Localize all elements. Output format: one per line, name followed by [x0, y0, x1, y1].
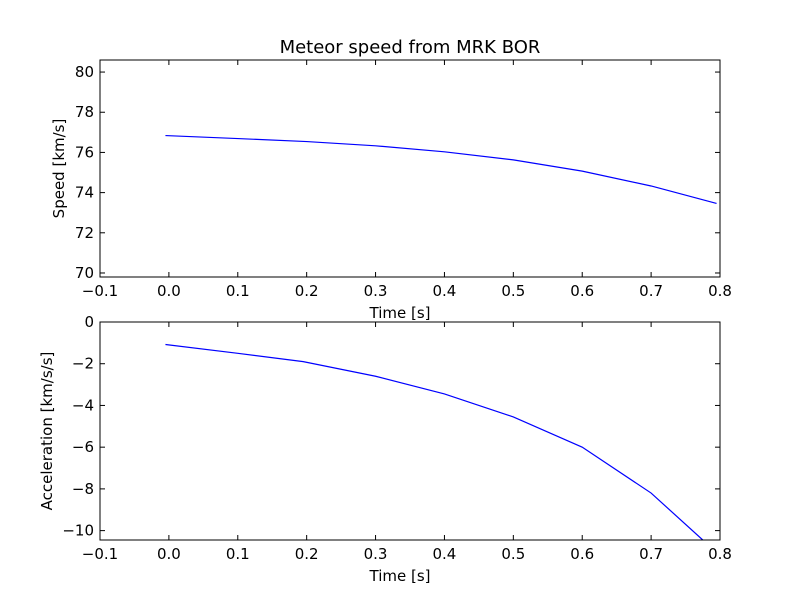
- acceleration-xtick-label: 0.7: [639, 545, 663, 563]
- speed-ytick-label: 78: [75, 103, 94, 121]
- speed-ytick-label: 70: [75, 264, 94, 282]
- acceleration-ytick-label: −8: [72, 480, 94, 498]
- acceleration-xtick-label: 0.8: [708, 545, 732, 563]
- speed-ytick-label: 72: [75, 224, 94, 242]
- speed-subplot: −0.1 0.0 0.1 0.2 0.3 0.4 0.5 0.6 0.7 0.8 70 72 74 76 7…: [50, 59, 732, 322]
- chart-title: Meteor speed from MRK BOR: [280, 37, 541, 58]
- acceleration-ytick-label: 0: [84, 313, 94, 331]
- speed-x-axis-label: Time [s]: [369, 304, 431, 322]
- acceleration-xtick-label: 0.2: [295, 545, 319, 563]
- acceleration-ytick-label: −4: [72, 396, 94, 414]
- acceleration-x-axis-label: Time [s]: [369, 567, 431, 585]
- acceleration-xtick-label: 0.6: [570, 545, 594, 563]
- speed-xtick-label: 0.4: [433, 282, 457, 300]
- acceleration-xtick-label: 0.4: [433, 545, 457, 563]
- speed-series-line: [165, 134, 717, 205]
- speed-ytick-label: 74: [75, 184, 94, 202]
- acceleration-ytick-label: −6: [72, 438, 94, 456]
- acceleration-axes-frame: [99, 321, 721, 541]
- acceleration-subplot: −0.1 0.0 0.1 0.2 0.3 0.4 0.5 0.6 0.7 0.8 0 −2 −4 −6 −8…: [38, 313, 732, 585]
- speed-ytick-label: 80: [75, 63, 94, 81]
- speed-xtick-label: 0.5: [501, 282, 525, 300]
- acceleration-series-line: [165, 343, 704, 540]
- acceleration-xtick-label: 0.3: [364, 545, 388, 563]
- speed-xtick-label: 0.3: [364, 282, 388, 300]
- acceleration-xtick-label: 0.5: [501, 545, 525, 563]
- acceleration-ytick-label: −2: [72, 355, 94, 373]
- acceleration-xtick-label: 0.0: [157, 545, 181, 563]
- speed-xtick-label: 0.2: [295, 282, 319, 300]
- acceleration-y-axis-label: Acceleration [km/s/s]: [38, 352, 56, 511]
- speed-y-axis-label: Speed [km/s]: [50, 119, 68, 219]
- acceleration-xtick-label: −0.1: [82, 545, 118, 563]
- speed-xtick-label: 0.1: [226, 282, 250, 300]
- speed-axes-frame: [99, 59, 721, 278]
- speed-xtick-label: −0.1: [82, 282, 118, 300]
- speed-xtick-label: 0.6: [570, 282, 594, 300]
- speed-xtick-label: 0.8: [708, 282, 732, 300]
- acceleration-xtick-label: 0.1: [226, 545, 250, 563]
- speed-xtick-label: 0.7: [639, 282, 663, 300]
- speed-ytick-label: 76: [75, 143, 94, 161]
- acceleration-ytick-label: −10: [62, 522, 94, 540]
- speed-xtick-label: 0.0: [157, 282, 181, 300]
